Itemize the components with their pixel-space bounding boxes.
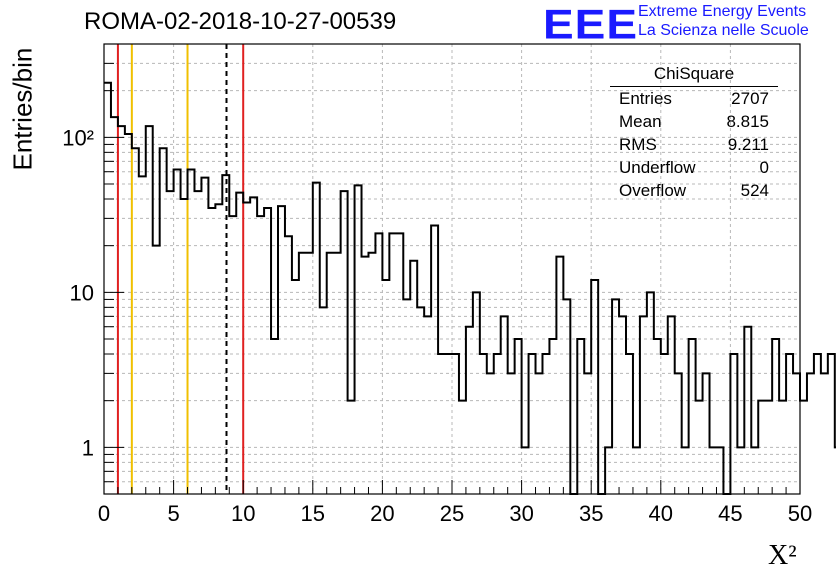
x-tick-label: 5 xyxy=(167,501,179,526)
x-tick-label: 30 xyxy=(509,501,533,526)
eee-logo: EEE xyxy=(543,0,639,48)
y-tick-label: 1 xyxy=(82,435,94,460)
y-axis-label: Entries/bin xyxy=(7,47,38,171)
stats-label: Mean xyxy=(619,112,662,131)
x-tick-label: 15 xyxy=(301,501,325,526)
x-tick-label: 40 xyxy=(649,501,673,526)
chart-title: ROMA-02-2018-10-27-00539 xyxy=(84,8,397,35)
stats-row: Mean 8.815 xyxy=(610,110,778,133)
stats-row: Entries 2707 xyxy=(610,87,778,110)
stats-value: 8.815 xyxy=(726,112,769,131)
stats-row: RMS 9.211 xyxy=(610,133,778,156)
stats-value: 0 xyxy=(759,158,769,177)
x-tick-label: 0 xyxy=(98,501,110,526)
stats-value: 524 xyxy=(740,181,769,200)
stats-title: ChiSquare xyxy=(610,64,778,87)
y-tick-label: 10 xyxy=(70,280,94,305)
stats-row: Overflow 524 xyxy=(610,179,778,202)
stats-value: 9.211 xyxy=(727,135,769,154)
stats-label: Underflow xyxy=(619,158,696,177)
logo-line-1: Extreme Energy Events xyxy=(638,3,807,20)
stats-value: 2707 xyxy=(731,89,769,108)
axis-ticks: 0 5 10 15 20 25 30 35 40 45 50 1 10 10² xyxy=(62,43,812,526)
x-tick-label: 45 xyxy=(718,501,742,526)
histogram-series xyxy=(104,81,836,495)
x-axis-label: X² xyxy=(768,540,797,571)
stats-box: ChiSquare Entries 2707 Mean 8.815 RMS 9.… xyxy=(610,64,778,202)
x-tick-label: 35 xyxy=(579,501,603,526)
x-tick-label: 25 xyxy=(440,501,464,526)
stats-label: Entries xyxy=(619,89,672,108)
logo-line-2: La Scienza nelle Scuole xyxy=(638,22,809,39)
grid-lines xyxy=(104,43,800,495)
stats-row: Underflow 0 xyxy=(610,156,778,179)
x-tick-label: 50 xyxy=(788,501,812,526)
x-tick-label: 10 xyxy=(231,501,255,526)
stats-label: RMS xyxy=(619,135,657,154)
reference-lines xyxy=(116,44,245,494)
y-tick-label: 10² xyxy=(62,125,94,150)
stats-label: Overflow xyxy=(619,181,687,200)
x-tick-label: 20 xyxy=(370,501,394,526)
